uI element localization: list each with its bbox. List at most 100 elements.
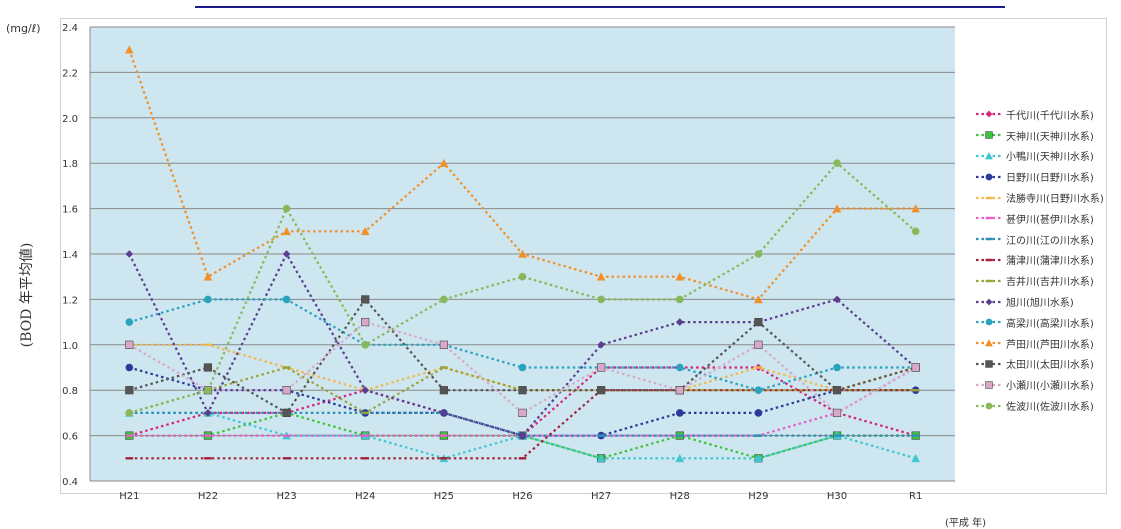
x-tick-label: H24 xyxy=(355,491,375,502)
data-point xyxy=(361,317,370,327)
data-point xyxy=(361,341,370,349)
data-point xyxy=(833,159,841,167)
data-point xyxy=(518,272,527,281)
y-tick-label: 1.8 xyxy=(62,159,78,170)
data-point xyxy=(985,196,993,199)
data-point xyxy=(675,409,684,417)
data-point xyxy=(361,434,370,437)
data-point xyxy=(125,409,134,417)
data-point xyxy=(911,389,920,392)
x-tick-label: R1 xyxy=(909,491,922,502)
x-tick-label: H30 xyxy=(827,491,847,502)
legend-label: 高梁川(高梁川水系) xyxy=(1006,318,1094,330)
y-tick-label: 0.8 xyxy=(62,386,78,397)
legend: 千代川(千代川水系) 天神川(天神川水系) 小鴨川(天神川水系) 日野川(日野川水系)… xyxy=(975,104,1120,416)
series-line xyxy=(129,298,916,392)
legend-label: 天神川(天神川水系) xyxy=(1006,131,1094,143)
data-point xyxy=(911,434,920,437)
data-point xyxy=(985,237,993,241)
data-point xyxy=(361,386,370,394)
data-point xyxy=(518,457,527,460)
legend-swatch xyxy=(976,131,1002,139)
legend-item: 小鴨川(天神川水系) xyxy=(975,146,1120,167)
legend-swatch xyxy=(976,298,1002,305)
legend-label: 太田川(太田川水系) xyxy=(1006,360,1094,372)
data-point xyxy=(125,340,134,349)
data-point xyxy=(754,409,763,417)
y-tick-label: 1.4 xyxy=(62,250,78,261)
data-point xyxy=(911,363,920,372)
y-tick-label: 2.0 xyxy=(62,114,78,125)
x-tick-label: H25 xyxy=(434,491,454,502)
legend-item: 法勝寺川(日野川水系) xyxy=(975,187,1120,208)
data-point xyxy=(833,295,841,304)
data-point xyxy=(754,434,763,437)
data-point xyxy=(204,295,212,304)
x-unit-label: (平成 年) xyxy=(945,518,986,529)
legend-item: 日野川(日野川水系) xyxy=(975,166,1120,187)
legend-item: 佐波川(佐波川水系) xyxy=(975,395,1120,416)
data-point xyxy=(754,340,763,349)
data-point xyxy=(439,158,449,167)
data-point xyxy=(125,386,134,395)
y-tick-label: 0.4 xyxy=(62,477,78,488)
data-point xyxy=(360,227,370,236)
data-point xyxy=(282,434,291,437)
y-tick-label: 1.0 xyxy=(62,341,78,352)
legend-label: 芦田川(芦田川水系) xyxy=(1006,339,1094,351)
legend-swatch xyxy=(976,360,1002,368)
legend-item: 吉井川(吉井川水系) xyxy=(975,270,1120,291)
data-point xyxy=(985,298,993,305)
data-point xyxy=(125,45,134,54)
data-point xyxy=(675,318,684,326)
legend-label: 法勝寺川(日野川水系) xyxy=(1006,194,1104,206)
data-point xyxy=(985,339,993,347)
data-point xyxy=(282,204,291,213)
y-tick-label: 2.2 xyxy=(62,68,78,79)
data-point xyxy=(440,434,448,437)
legend-swatch xyxy=(976,402,1002,409)
series-line xyxy=(129,366,916,437)
data-point xyxy=(754,250,763,258)
legend-item: 江の川(江の川水系) xyxy=(975,229,1120,250)
data-point xyxy=(596,454,606,463)
legend-label: 吉井川(吉井川水系) xyxy=(1006,277,1094,289)
data-point xyxy=(985,381,993,389)
legend-swatch xyxy=(976,258,1002,262)
data-point xyxy=(754,386,763,395)
data-point xyxy=(597,295,605,304)
legend-item: 天神川(天神川水系) xyxy=(975,125,1120,146)
data-point xyxy=(985,131,993,139)
data-point xyxy=(985,360,993,368)
data-point xyxy=(518,249,527,258)
data-point xyxy=(754,317,763,327)
data-point xyxy=(675,295,684,304)
legend-swatch xyxy=(976,217,1002,220)
data-point xyxy=(597,363,606,372)
data-point xyxy=(282,295,291,304)
data-point xyxy=(754,366,763,369)
data-point xyxy=(832,408,842,418)
data-point xyxy=(985,217,993,220)
x-tick-label: H22 xyxy=(198,491,218,502)
data-point xyxy=(282,250,291,258)
x-tick-label: H28 xyxy=(670,491,690,502)
data-point xyxy=(203,363,213,372)
legend-item: 甚伊川(甚伊川水系) xyxy=(975,208,1120,229)
data-point xyxy=(911,204,920,213)
data-point xyxy=(282,366,291,369)
data-point xyxy=(754,454,763,463)
data-point xyxy=(204,386,212,395)
data-point xyxy=(985,279,993,282)
data-point xyxy=(675,386,684,395)
series-14 xyxy=(125,317,920,418)
legend-swatch xyxy=(976,173,1002,181)
data-point xyxy=(282,227,291,236)
legend-swatch xyxy=(976,381,1002,389)
data-point xyxy=(675,454,685,463)
legend-item: 高梁川(高梁川水系) xyxy=(975,312,1120,333)
series-line xyxy=(129,366,917,437)
x-tick-label: H26 xyxy=(512,491,532,502)
data-point xyxy=(125,363,134,372)
